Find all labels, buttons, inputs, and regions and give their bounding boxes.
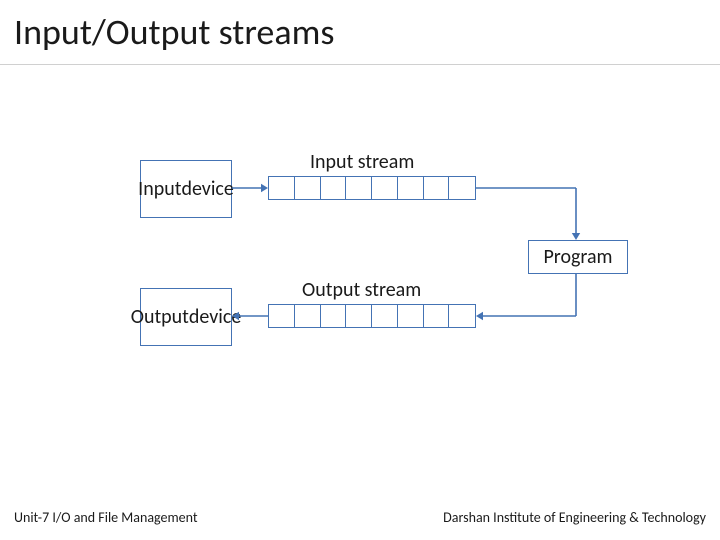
diagram-area: Inputdevice Outputdevice Program Input s… [0, 0, 720, 540]
footer-left: Unit-7 I/O and File Management [14, 509, 198, 526]
connectors-svg [0, 0, 720, 540]
footer-right: Darshan Institute of Engineering & Techn… [443, 509, 706, 526]
